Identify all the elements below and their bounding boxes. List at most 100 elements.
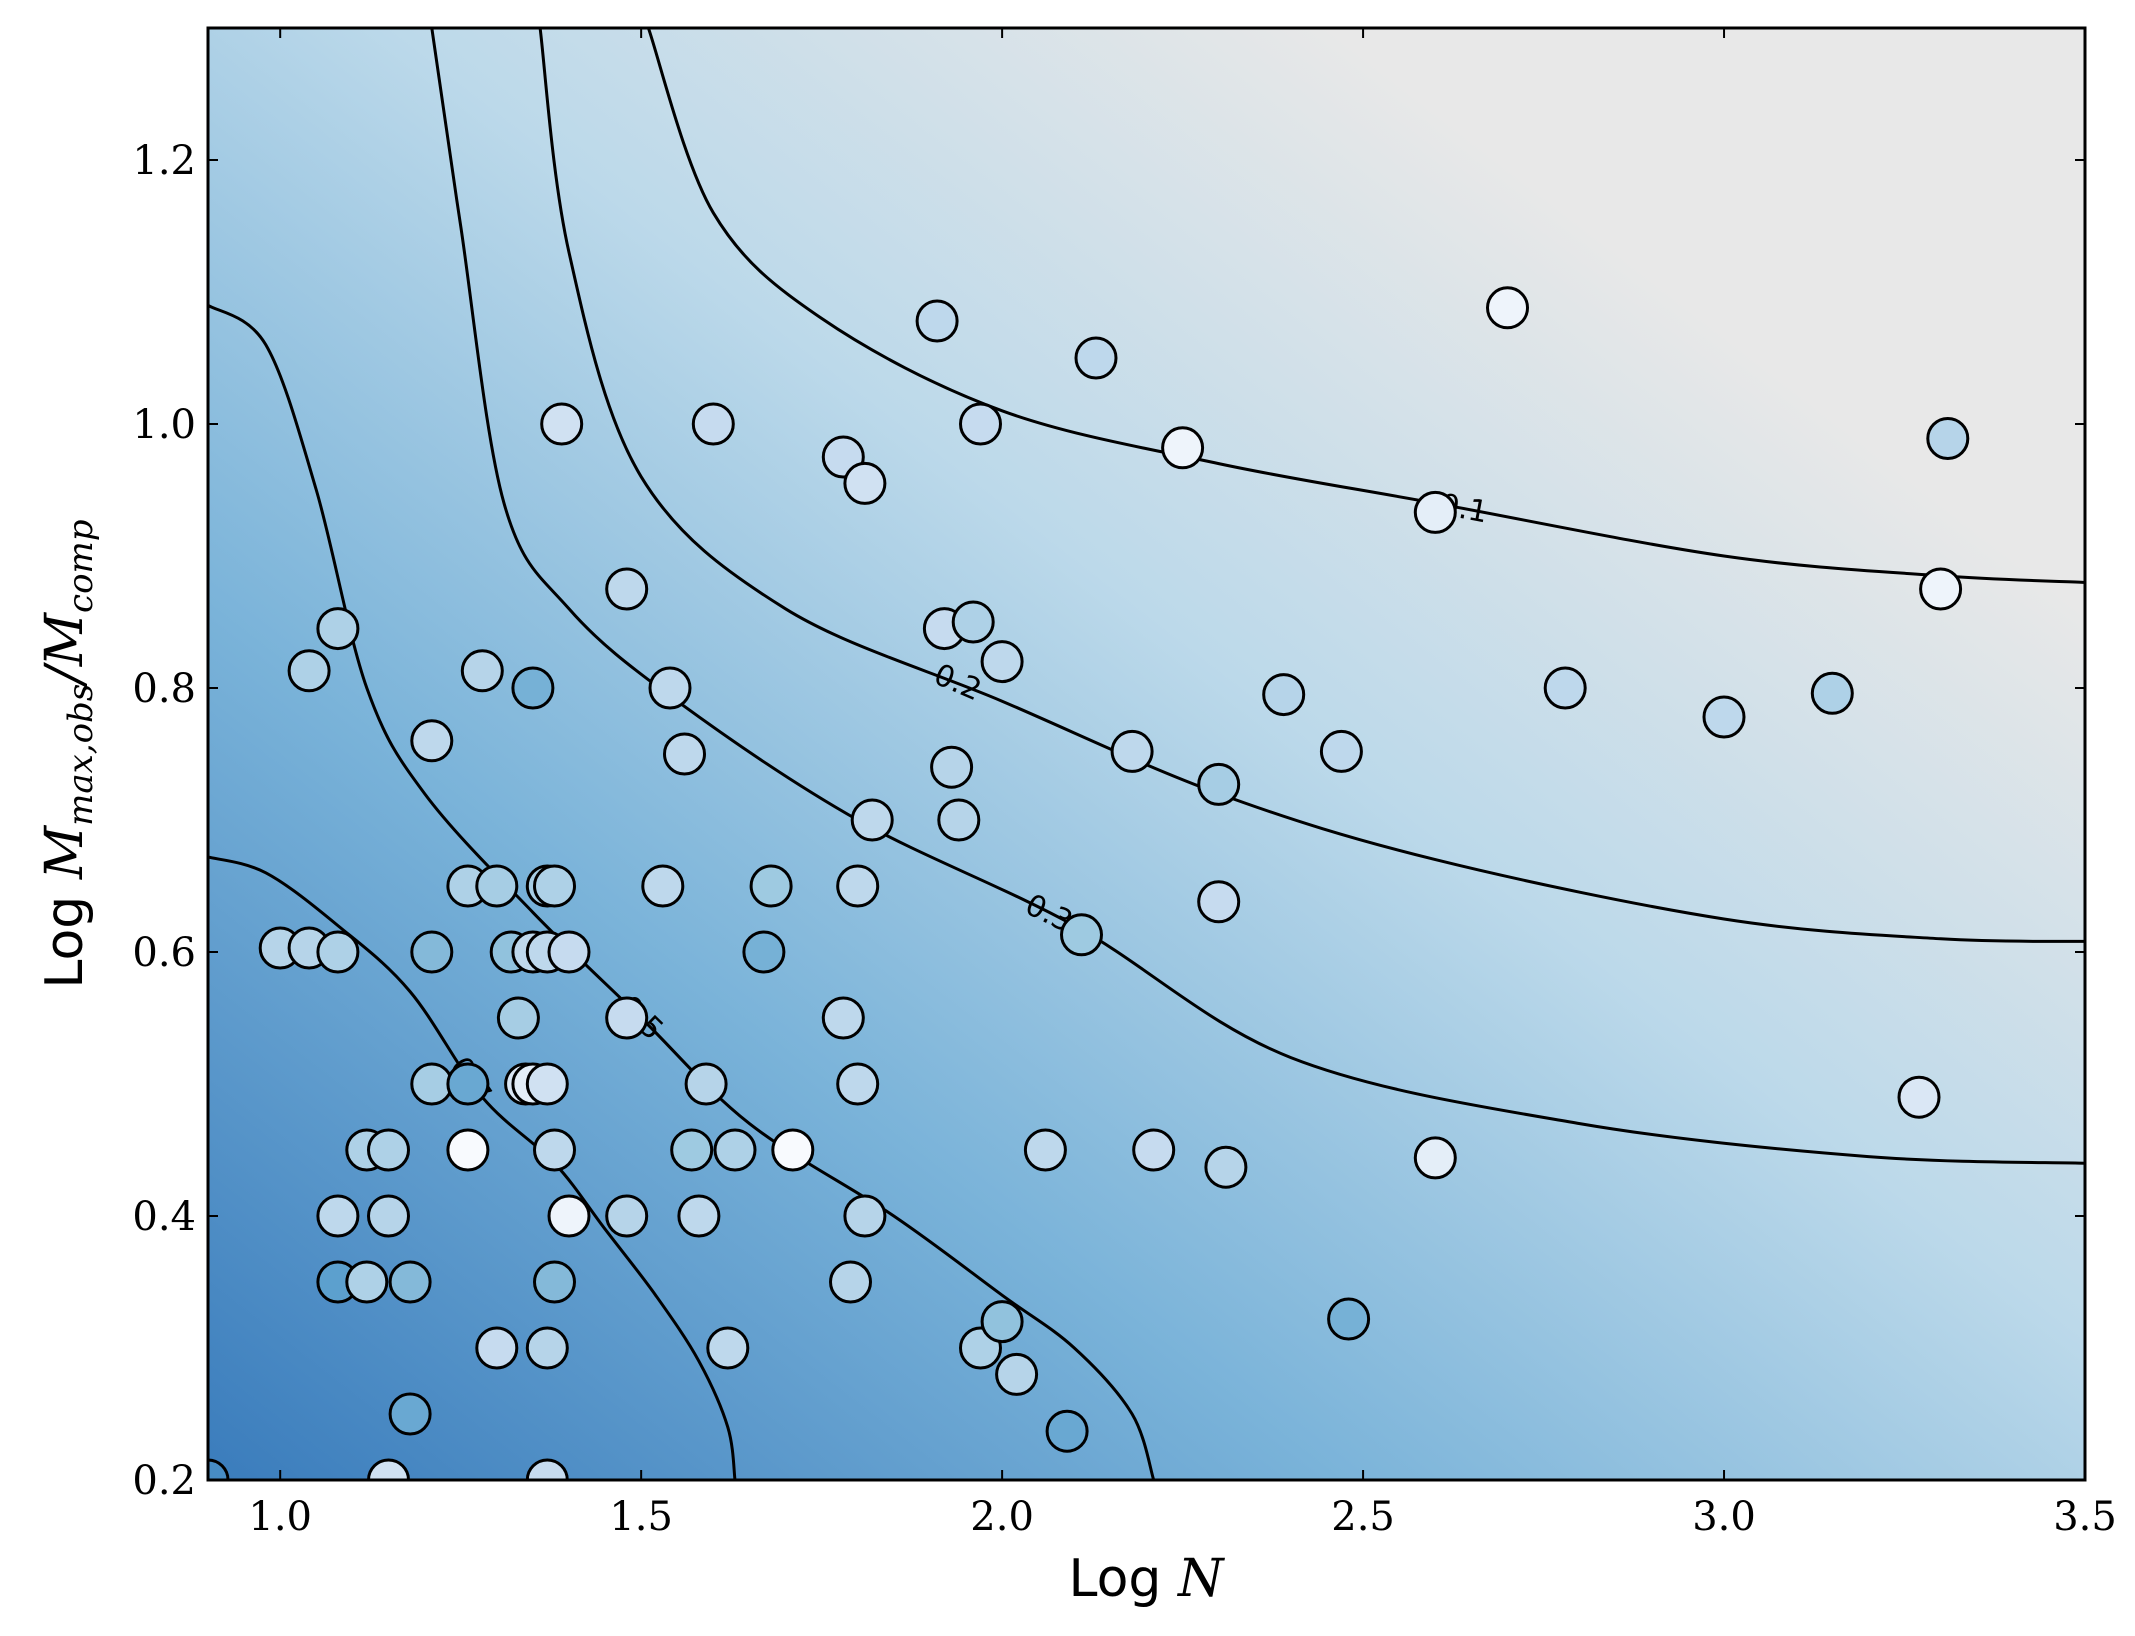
x-tick-label: 3.5 <box>2053 1494 2117 1540</box>
data-point <box>836 1062 880 1106</box>
y-axis-label-var2: M <box>35 611 95 667</box>
y-axis-label-var1: M <box>35 824 95 880</box>
data-point <box>843 1194 887 1238</box>
data-point <box>1204 1145 1248 1189</box>
data-point <box>547 930 591 974</box>
data-point <box>367 1194 410 1238</box>
data-point <box>1023 1128 1067 1172</box>
data-point <box>677 1194 721 1238</box>
y-axis-label: Log Mmax,obs/Mcomp <box>35 519 101 988</box>
data-point <box>843 461 887 505</box>
data-point <box>742 930 786 974</box>
data-point <box>496 996 540 1040</box>
data-point <box>1810 671 1854 715</box>
data-point <box>316 1194 360 1238</box>
data-point <box>1045 1409 1089 1453</box>
data-point <box>951 600 995 644</box>
data-point <box>850 798 894 842</box>
y-axis-label-prefix: Log <box>35 879 95 988</box>
data-point <box>749 864 793 908</box>
data-point <box>1486 286 1529 330</box>
x-axis-ticks: 1.0 1.5 2.0 2.5 3.0 3.5 <box>248 28 2117 1540</box>
y-tick-label: 1.2 <box>132 138 196 184</box>
data-point <box>410 719 454 763</box>
x-tick-label: 2.5 <box>1331 1494 1395 1540</box>
data-point <box>937 798 981 842</box>
data-point <box>208 1458 230 1480</box>
x-tick-label: 2.0 <box>970 1494 1034 1540</box>
data-point <box>287 649 331 693</box>
data-point <box>1919 567 1963 611</box>
data-point <box>388 1392 432 1436</box>
data-point <box>1197 880 1241 924</box>
data-point <box>1926 417 1970 460</box>
data-point <box>1319 729 1363 773</box>
y-tick-label: 0.8 <box>132 666 196 712</box>
data-point <box>959 402 1002 446</box>
data-point <box>511 666 555 710</box>
contour-line <box>538 28 2085 943</box>
data-point <box>475 1326 519 1370</box>
contour-line <box>430 28 2085 1165</box>
x-axis-label-prefix: Log <box>1069 1549 1178 1609</box>
data-point <box>1327 1297 1371 1341</box>
data-point <box>1074 336 1118 380</box>
data-point <box>605 567 649 611</box>
data-point <box>1110 729 1154 773</box>
data-point <box>446 1062 490 1106</box>
data-point <box>410 930 454 974</box>
data-point <box>1702 695 1746 739</box>
data-point <box>316 930 360 974</box>
data-point <box>684 1062 728 1106</box>
data-point <box>930 745 974 789</box>
data-point <box>691 402 735 446</box>
data-point <box>663 732 706 776</box>
data-point <box>821 996 865 1040</box>
y-tick-label: 0.2 <box>132 1458 196 1504</box>
y-axis-label-slash: / <box>35 662 95 689</box>
data-point <box>525 1062 569 1106</box>
data-point <box>388 1260 432 1304</box>
data-point <box>410 1062 454 1106</box>
data-point <box>915 299 959 343</box>
data-point <box>1161 426 1205 470</box>
data-point <box>706 1326 750 1370</box>
data-point <box>460 649 504 693</box>
y-axis-ticks: 0.2 0.4 0.6 0.8 1.0 1.2 <box>132 138 2085 1504</box>
data-point <box>1897 1075 1941 1119</box>
contour-line <box>646 28 2085 584</box>
data-point <box>525 1326 569 1370</box>
data-point <box>1413 490 1457 534</box>
data-point <box>980 640 1024 684</box>
data-point <box>1413 1136 1457 1180</box>
data-point <box>345 1260 389 1304</box>
data-points <box>208 286 1970 1480</box>
data-point <box>605 1194 649 1238</box>
data-point <box>1060 913 1103 957</box>
data-point <box>525 1458 569 1480</box>
x-tick-label: 3.0 <box>1692 1494 1756 1540</box>
data-point <box>995 1352 1039 1396</box>
y-tick-label: 0.4 <box>132 1194 196 1240</box>
data-point <box>605 996 649 1040</box>
x-tick-label: 1.5 <box>609 1494 673 1540</box>
y-axis-label-sub2: comp <box>61 519 101 613</box>
data-point <box>367 1458 410 1480</box>
data-point <box>540 402 584 446</box>
data-point <box>980 1300 1024 1344</box>
data-point <box>533 1260 576 1304</box>
data-point <box>771 1128 815 1172</box>
data-point <box>316 607 360 651</box>
data-point <box>836 864 880 908</box>
plot-frame <box>206 26 2087 1482</box>
data-point <box>1543 666 1587 710</box>
data-point <box>1262 673 1306 717</box>
data-point <box>648 666 692 710</box>
x-axis-label-var: N <box>1176 1549 1225 1609</box>
data-point <box>1132 1128 1176 1172</box>
x-tick-label: 1.0 <box>248 1494 312 1540</box>
data-point <box>829 1260 872 1304</box>
data-point <box>713 1128 757 1172</box>
data-point <box>367 1128 410 1172</box>
